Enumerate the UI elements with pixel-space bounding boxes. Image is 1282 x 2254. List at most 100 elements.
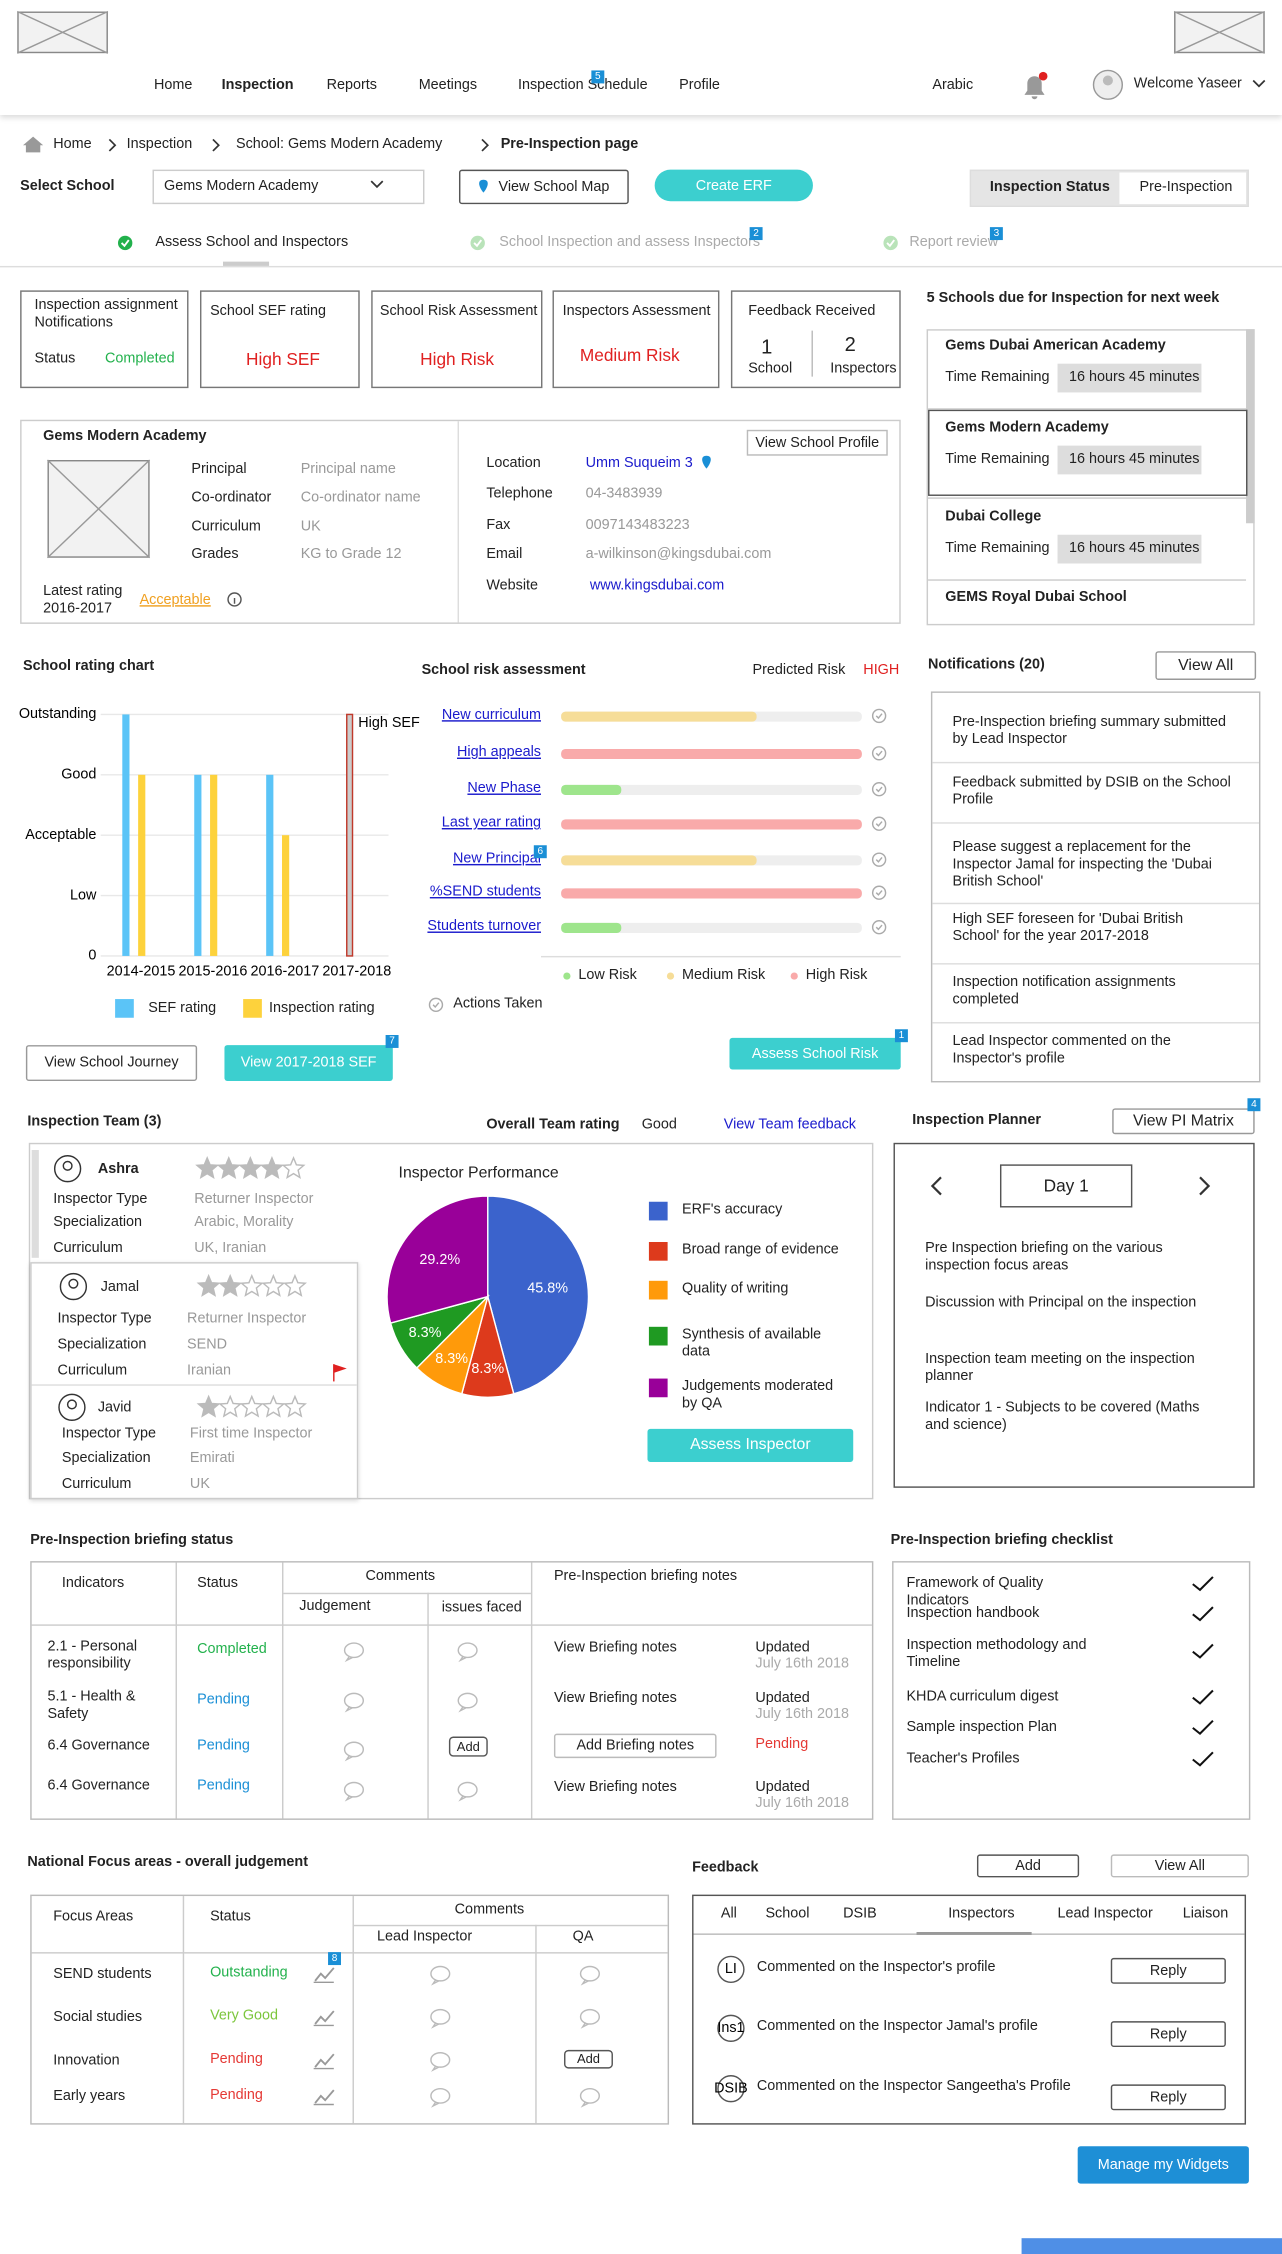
inspector-list: [30, 1262, 359, 1500]
button[interactable]: Assess School Risk: [729, 1037, 901, 1070]
action-tick: [875, 857, 883, 863]
check-tick: [886, 239, 895, 248]
notification[interactable]: Feedback submitted by DSIB on the School…: [952, 774, 1231, 808]
nav-link[interactable]: Meetings: [418, 77, 478, 94]
tab[interactable]: Liaison: [1182, 1906, 1229, 1922]
risk-factor[interactable]: New Phase: [467, 780, 542, 797]
divider: [932, 963, 1259, 965]
notification[interactable]: Pre-Inspection briefing summary submitte…: [952, 714, 1226, 748]
card: [20, 290, 189, 389]
button[interactable]: View School Profile: [746, 429, 888, 456]
risk-factor[interactable]: New curriculum: [441, 707, 542, 724]
label: Website: [486, 577, 539, 594]
nav-link[interactable]: Home: [153, 77, 193, 94]
button[interactable]: Add Briefing notes: [553, 1733, 717, 1759]
tab[interactable]: All: [720, 1906, 737, 1922]
button[interactable]: Add: [564, 2049, 613, 2069]
inspector-name[interactable]: Ashra: [97, 1161, 139, 1178]
checklist-item: KHDA curriculum digest: [906, 1689, 1059, 1705]
button[interactable]: View PI Matrix: [1112, 1108, 1255, 1135]
check-icon: [117, 235, 133, 251]
school-name[interactable]: Gems Dubai American Academy: [945, 337, 1166, 354]
y-tick-label: Outstanding: [19, 706, 97, 722]
count: 1: [761, 334, 773, 358]
school-name[interactable]: Gems Modern Academy: [945, 419, 1109, 436]
check-icon: [470, 235, 485, 251]
breadcrumb-item[interactable]: School: Gems Modern Academy: [235, 136, 443, 153]
rating-link[interactable]: Acceptable: [139, 592, 211, 609]
label: Curriculum: [53, 1240, 123, 1257]
button[interactable]: Create ERF: [654, 169, 813, 202]
card: [199, 290, 360, 389]
button[interactable]: Manage my Widgets: [1077, 2146, 1249, 2184]
risk-factor[interactable]: Students turnover: [427, 918, 542, 935]
risk-factor[interactable]: New Principal: [453, 851, 542, 867]
feedback-text: Commented on the Inspector Jamal's profi…: [756, 2018, 1038, 2035]
select-value: Gems Modern Academy: [164, 178, 319, 195]
indicator: 6.4 Governance: [47, 1778, 150, 1794]
legend-swatch: [648, 1378, 668, 1398]
nav-link[interactable]: Reports: [326, 77, 377, 94]
notification[interactable]: Lead Inspector commented on the Inspecto…: [952, 1033, 1171, 1067]
button[interactable]: Add: [448, 1736, 488, 1757]
link[interactable]: View Briefing notes: [553, 1640, 677, 1656]
risk-factor[interactable]: Last year rating: [441, 815, 542, 831]
school-select[interactable]: [152, 169, 425, 205]
button[interactable]: View School Map: [458, 169, 629, 205]
date: July 16th 2018: [755, 1795, 849, 1812]
action-tick: [875, 713, 883, 720]
tab[interactable]: Lead Inspector: [1057, 1906, 1153, 1922]
checklist-panel: [892, 1561, 1251, 1820]
divider: [182, 1896, 185, 2124]
step[interactable]: Assess School and Inspectors: [155, 234, 349, 251]
label: Inspector Type: [57, 1311, 152, 1327]
inspector-name[interactable]: Jamal: [100, 1279, 140, 1296]
count: 2: [844, 332, 856, 356]
nav-link[interactable]: Inspection: [221, 77, 294, 94]
button[interactable]: Assess Inspector: [647, 1428, 854, 1462]
button[interactable]: Reply: [1110, 2021, 1226, 2047]
tab[interactable]: Inspectors: [948, 1906, 1015, 1922]
breadcrumb-item[interactable]: Home: [53, 136, 92, 153]
legend-label: Judgements moderated by QA: [682, 1378, 834, 1412]
school-name[interactable]: Dubai College: [945, 508, 1042, 525]
nav-link[interactable]: Profile: [679, 77, 720, 94]
school-name[interactable]: GEMS Royal Dubai School: [945, 589, 1127, 606]
tab[interactable]: School: [765, 1906, 810, 1922]
step[interactable]: Report review: [909, 234, 999, 251]
language-switch[interactable]: Arabic: [932, 77, 974, 94]
notification[interactable]: Please suggest a replacement for the Ins…: [952, 839, 1212, 890]
badge: 4: [1247, 1098, 1261, 1112]
breadcrumb-item[interactable]: Inspection: [126, 136, 193, 153]
button[interactable]: View School Journey: [25, 1045, 198, 1081]
link[interactable]: View Briefing notes: [553, 1779, 677, 1796]
button[interactable]: View All: [1155, 651, 1257, 680]
legend-label: SEF rating: [148, 1000, 217, 1017]
notification[interactable]: High SEF foreseen for 'Dubai British Sch…: [952, 911, 1184, 945]
link[interactable]: View Team feedback: [723, 1116, 856, 1133]
status: Pending: [197, 1737, 250, 1754]
button[interactable]: Reply: [1110, 2084, 1226, 2111]
action-tick: [875, 750, 883, 757]
divider: [932, 902, 1259, 905]
value[interactable]: www.kingsdubai.com: [589, 577, 725, 594]
label: Curriculum: [191, 518, 261, 535]
link[interactable]: View Briefing notes: [553, 1690, 677, 1707]
notification[interactable]: Inspection notification assignments comp…: [952, 974, 1176, 1008]
card-value: High Risk: [420, 349, 495, 370]
button[interactable]: View 2017-2018 SEF: [224, 1045, 393, 1081]
risk-factor[interactable]: %SEND students: [429, 884, 542, 900]
inspector-name[interactable]: Javid: [97, 1400, 132, 1416]
step[interactable]: School Inspection and assess Inspectors: [499, 234, 761, 251]
tab[interactable]: DSIB: [843, 1906, 877, 1922]
day-selector[interactable]: Day 1: [999, 1164, 1133, 1208]
button[interactable]: View All: [1110, 1854, 1249, 1878]
user-menu[interactable]: Welcome Yaseer: [1133, 76, 1242, 92]
button[interactable]: Reply: [1110, 1957, 1226, 1984]
label: Inspector Type: [61, 1426, 157, 1442]
planner-item: Pre Inspection briefing on the various i…: [925, 1240, 1163, 1274]
status-value: Pre-Inspection: [1139, 179, 1233, 196]
risk-factor[interactable]: High appeals: [457, 744, 542, 761]
button[interactable]: Add: [976, 1854, 1080, 1878]
nav-link[interactable]: Inspection Schedule: [517, 77, 648, 94]
